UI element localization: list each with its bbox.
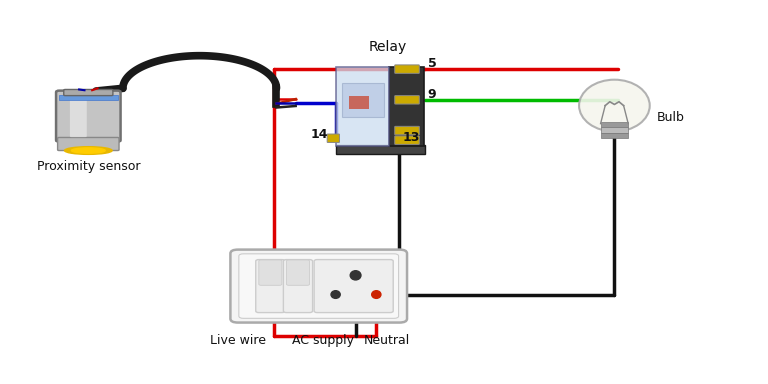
FancyBboxPatch shape (395, 65, 419, 73)
Text: Proximity sensor: Proximity sensor (37, 160, 140, 173)
FancyBboxPatch shape (59, 95, 118, 100)
Text: 13: 13 (402, 131, 420, 144)
FancyBboxPatch shape (395, 126, 419, 135)
Text: 9: 9 (428, 88, 436, 101)
Text: Live wire: Live wire (210, 334, 266, 347)
Ellipse shape (71, 148, 105, 153)
FancyBboxPatch shape (336, 145, 425, 154)
Text: Neutral: Neutral (363, 334, 409, 347)
FancyBboxPatch shape (342, 83, 384, 117)
FancyBboxPatch shape (64, 89, 113, 96)
FancyBboxPatch shape (327, 134, 339, 142)
FancyBboxPatch shape (230, 250, 407, 323)
FancyBboxPatch shape (58, 137, 119, 151)
Ellipse shape (350, 271, 361, 280)
FancyBboxPatch shape (259, 260, 282, 285)
FancyBboxPatch shape (283, 260, 313, 313)
FancyBboxPatch shape (70, 93, 87, 137)
FancyBboxPatch shape (336, 67, 389, 146)
FancyBboxPatch shape (286, 260, 310, 285)
FancyBboxPatch shape (601, 127, 628, 133)
Text: 14: 14 (311, 128, 329, 141)
FancyBboxPatch shape (395, 96, 419, 104)
Ellipse shape (65, 147, 112, 154)
Text: Relay: Relay (369, 40, 407, 54)
FancyBboxPatch shape (601, 122, 628, 127)
Ellipse shape (579, 79, 650, 131)
Text: Bulb: Bulb (657, 111, 684, 124)
Text: AC supply: AC supply (292, 334, 353, 347)
FancyBboxPatch shape (601, 133, 628, 138)
FancyBboxPatch shape (389, 67, 424, 146)
FancyBboxPatch shape (56, 91, 121, 142)
FancyBboxPatch shape (239, 254, 399, 318)
Ellipse shape (372, 291, 381, 298)
Text: 5: 5 (428, 57, 436, 70)
FancyBboxPatch shape (395, 136, 419, 144)
FancyBboxPatch shape (256, 260, 285, 313)
Ellipse shape (331, 291, 340, 298)
FancyBboxPatch shape (349, 96, 369, 109)
FancyBboxPatch shape (314, 260, 393, 313)
